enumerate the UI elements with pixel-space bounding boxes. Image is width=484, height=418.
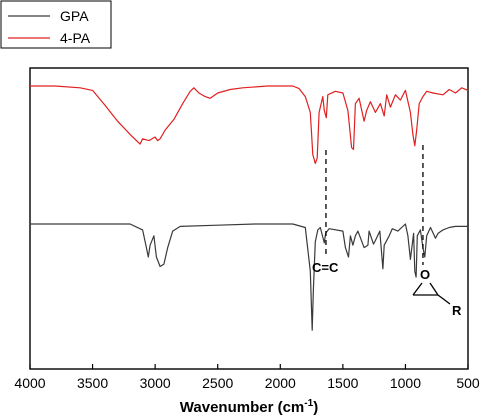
x-axis: 4000 3500 3000 2500 2000 1500 1000 500 — [14, 364, 480, 391]
x-tick-label: 2500 — [202, 375, 233, 391]
x-tick-label: 3000 — [140, 375, 171, 391]
epoxide-oxygen-label: O — [420, 267, 430, 282]
epoxide-bond-left — [412, 282, 423, 296]
series-line-gpa — [30, 223, 468, 331]
x-tick-label: 2000 — [265, 375, 296, 391]
epoxide-r-label: R — [452, 303, 462, 318]
legend-label-gpa: GPA — [60, 8, 89, 24]
x-tick-label: 3500 — [77, 375, 108, 391]
x-axis-title-close: ) — [313, 399, 318, 416]
plot-frame — [29, 67, 469, 370]
cc-annotation-label: C=C — [312, 260, 339, 275]
x-tick-label: 4000 — [14, 375, 45, 391]
series-layer — [30, 85, 469, 331]
x-axis-title-main: Wavenumber (cm — [180, 399, 304, 416]
legend-box — [0, 0, 112, 49]
plot-area — [29, 67, 469, 370]
epoxide-ring-icon: O R — [412, 267, 462, 318]
x-tick-label: 500 — [456, 375, 480, 391]
x-axis-title-superscript: -1 — [304, 398, 313, 409]
epoxide-bond-r — [437, 294, 451, 305]
x-tick-label: 1000 — [390, 375, 421, 391]
annotation-markers — [325, 145, 424, 265]
legend: GPA 4-PA — [0, 0, 112, 49]
x-tick-label: 1500 — [327, 375, 358, 391]
series-line-4pa — [30, 85, 469, 164]
x-axis-title: Wavenumber (cm-1) — [180, 398, 318, 416]
legend-label-4pa: 4-PA — [60, 30, 91, 46]
epoxide-bond-right — [429, 282, 439, 296]
